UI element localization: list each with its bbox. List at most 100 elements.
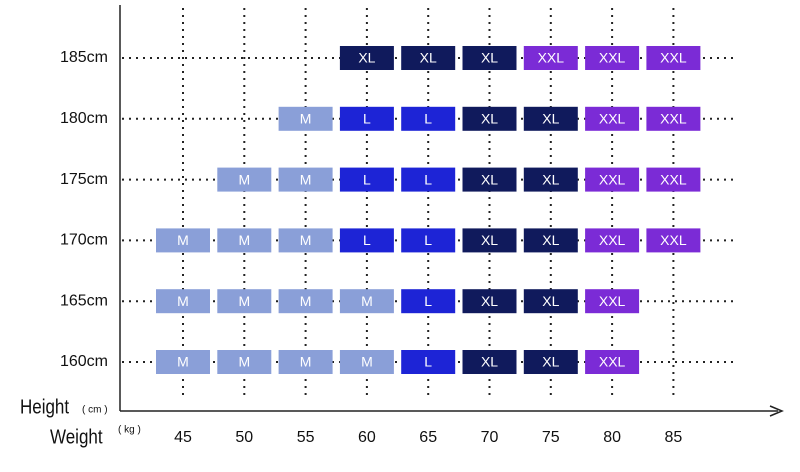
size-cell xyxy=(278,350,333,374)
size-label: M xyxy=(238,232,250,248)
axis-arrow xyxy=(769,405,784,417)
y-tick-label: 160cm xyxy=(60,353,108,370)
size-cell xyxy=(585,350,640,374)
y-tick-label: 170cm xyxy=(60,232,108,249)
size-cell xyxy=(462,228,517,253)
y-tick-label: 175cm xyxy=(60,171,108,188)
size-label: XL xyxy=(542,232,559,248)
size-cell xyxy=(339,106,394,131)
size-cell xyxy=(278,106,333,131)
size-cell xyxy=(523,289,578,314)
size-label: XXL xyxy=(660,50,687,66)
y-axis-unit: ( cm ) xyxy=(82,405,108,416)
size-cell xyxy=(339,228,394,253)
size-cell xyxy=(462,289,517,314)
size-label: M xyxy=(177,293,189,309)
size-label: L xyxy=(363,232,371,248)
x-tick-label: 60 xyxy=(358,429,376,446)
size-cell xyxy=(585,106,640,131)
size-label: XL xyxy=(542,354,559,370)
size-label: XL xyxy=(358,50,375,66)
size-cell xyxy=(156,350,210,374)
size-label: L xyxy=(424,293,432,309)
y-axis-title: Height xyxy=(20,395,70,418)
size-cell xyxy=(339,289,394,314)
size-cell xyxy=(401,289,456,314)
size-label: XL xyxy=(542,171,559,187)
size-label: XL xyxy=(420,50,437,66)
size-label: XL xyxy=(481,354,498,370)
size-cell xyxy=(523,228,578,253)
x-tick-label: 45 xyxy=(174,429,192,446)
x-tick-label: 50 xyxy=(235,429,253,446)
x-tick-label: 70 xyxy=(481,429,499,446)
size-label: XXL xyxy=(660,232,687,248)
x-axis-title: Weight xyxy=(50,425,103,448)
y-tick-label: 185cm xyxy=(60,49,108,66)
size-label: M xyxy=(238,293,250,309)
size-label: XL xyxy=(481,171,498,187)
size-cell xyxy=(523,106,578,131)
size-cell xyxy=(401,228,456,253)
size-label: XXL xyxy=(599,293,626,309)
size-label: XXL xyxy=(599,171,626,187)
size-cell xyxy=(401,106,456,131)
size-label: XL xyxy=(481,232,498,248)
size-cell xyxy=(585,167,640,192)
size-label: XXL xyxy=(660,171,687,187)
size-cell xyxy=(585,289,640,314)
size-label: M xyxy=(177,232,189,248)
size-cell xyxy=(217,289,272,314)
size-cell xyxy=(646,228,701,253)
size-cell xyxy=(217,167,272,192)
size-label: M xyxy=(300,171,312,187)
size-label: M xyxy=(300,232,312,248)
size-label: M xyxy=(300,354,312,370)
size-label: M xyxy=(300,111,312,127)
size-cell xyxy=(401,350,456,374)
x-tick-label: 75 xyxy=(542,429,560,446)
size-cell xyxy=(462,46,517,70)
size-label: XL xyxy=(481,50,498,66)
size-label: XL xyxy=(542,111,559,127)
size-label: M xyxy=(300,293,312,309)
size-cell xyxy=(339,167,394,192)
size-label: XL xyxy=(481,293,498,309)
size-cell xyxy=(646,167,701,192)
size-cell xyxy=(462,106,517,131)
size-cell xyxy=(523,167,578,192)
size-cell xyxy=(156,228,210,253)
size-label: L xyxy=(424,354,432,370)
size-cell xyxy=(278,289,333,314)
size-cell xyxy=(401,46,456,70)
size-label: L xyxy=(424,232,432,248)
size-cell xyxy=(646,46,701,70)
size-label: L xyxy=(363,111,371,127)
y-tick-label: 180cm xyxy=(60,110,108,127)
x-tick-label: 55 xyxy=(297,429,315,446)
x-tick-label: 80 xyxy=(603,429,621,446)
x-tick-label: 85 xyxy=(665,429,683,446)
size-label: XXL xyxy=(599,111,626,127)
size-cell xyxy=(217,228,272,253)
size-cell xyxy=(585,228,640,253)
x-tick-label: 65 xyxy=(419,429,437,446)
size-cell xyxy=(339,350,394,374)
size-cell xyxy=(278,228,333,253)
size-cell xyxy=(585,46,640,70)
size-label: XXL xyxy=(660,111,687,127)
size-label: XL xyxy=(542,293,559,309)
size-cell xyxy=(646,106,701,131)
size-label: XXL xyxy=(599,354,626,370)
size-cell xyxy=(278,167,333,192)
size-label: M xyxy=(361,354,373,370)
size-label: M xyxy=(238,354,250,370)
size-cell xyxy=(156,289,210,314)
y-tick-label: 165cm xyxy=(60,292,108,309)
size-cell xyxy=(217,350,272,374)
size-label: XXL xyxy=(599,232,626,248)
size-label: M xyxy=(177,354,189,370)
size-label: L xyxy=(363,171,371,187)
size-cell xyxy=(523,46,578,70)
